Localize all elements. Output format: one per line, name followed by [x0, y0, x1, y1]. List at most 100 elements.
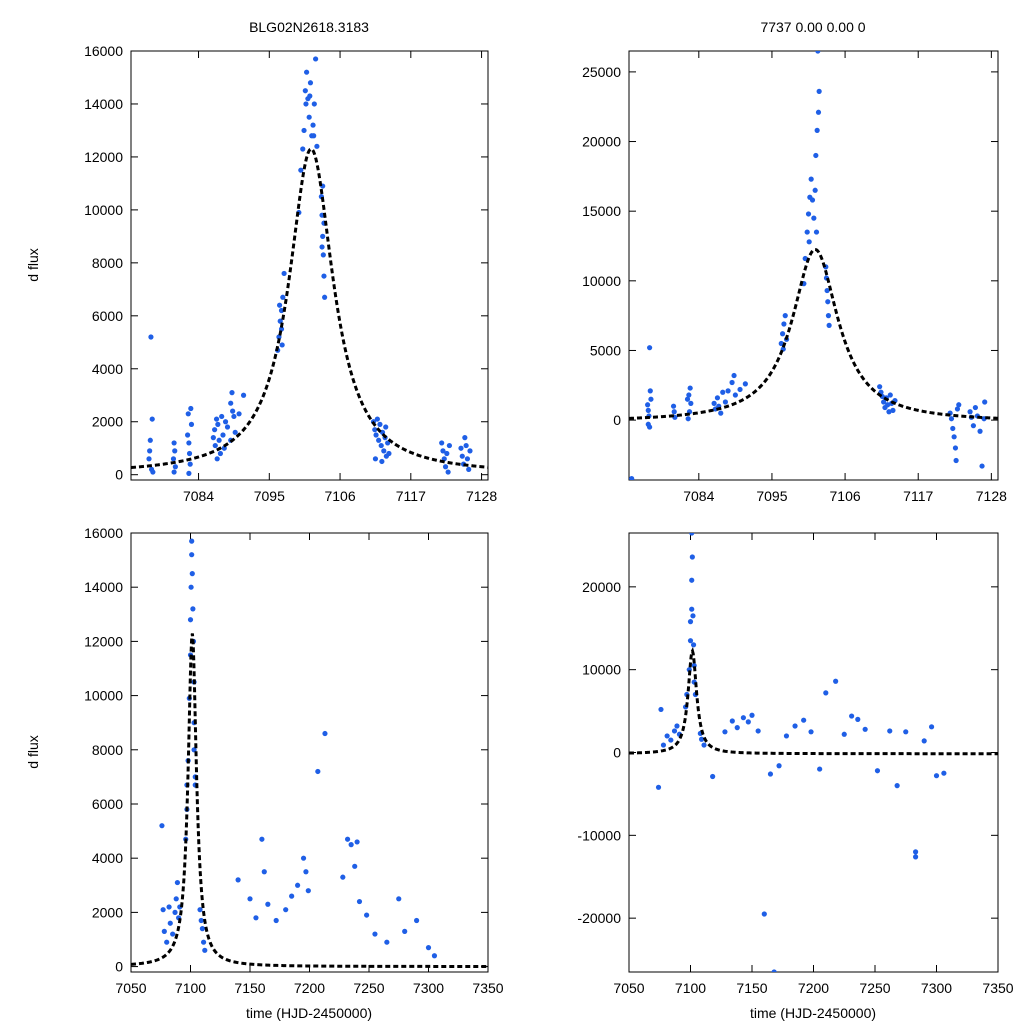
y-tick-label: 16000	[84, 525, 123, 541]
data-point	[171, 469, 177, 475]
data-point	[647, 388, 653, 394]
data-point	[170, 456, 177, 462]
x-tick-label: 7200	[294, 980, 325, 996]
data-point	[711, 400, 717, 406]
data-point	[172, 909, 178, 915]
data-point	[186, 450, 193, 457]
data-point	[146, 456, 152, 462]
data-point	[302, 88, 308, 94]
x-tick-label: 7250	[353, 980, 384, 996]
data-point	[718, 410, 724, 416]
data-point	[160, 907, 166, 913]
data-point	[213, 416, 220, 422]
data-point	[240, 392, 247, 398]
data-point	[833, 678, 839, 684]
data-point	[648, 396, 654, 402]
data-point	[161, 928, 167, 934]
x-tick-label: 7117	[903, 488, 933, 504]
data-point	[199, 926, 205, 932]
data-point	[202, 947, 208, 953]
data-point	[647, 345, 653, 351]
data-point	[445, 469, 451, 475]
data-point	[304, 69, 310, 75]
data-point	[686, 392, 692, 398]
data-point	[276, 334, 282, 340]
data-point	[886, 409, 892, 415]
data-point	[970, 423, 977, 429]
data-point	[956, 402, 962, 408]
data-point	[189, 552, 195, 558]
data-point	[977, 428, 983, 434]
data-point	[231, 413, 237, 420]
data-point	[379, 458, 385, 465]
data-point	[671, 728, 678, 734]
y-tick-label: 10000	[84, 688, 123, 704]
data-point	[386, 450, 392, 457]
data-point	[466, 466, 472, 473]
data-point	[806, 239, 812, 245]
data-point	[755, 728, 761, 734]
data-point	[166, 904, 172, 910]
data-point	[458, 445, 464, 451]
data-point	[172, 448, 178, 454]
data-point	[320, 252, 326, 258]
data-point	[372, 427, 378, 433]
data-point	[402, 928, 408, 934]
data-point	[217, 450, 224, 457]
panel-title-right: 7737 0.00 0.00 0	[760, 19, 865, 35]
data-point	[311, 101, 317, 107]
data-point	[779, 331, 786, 337]
data-point	[808, 176, 814, 182]
data-point	[300, 855, 307, 861]
data-point	[372, 456, 379, 462]
data-point	[185, 411, 191, 417]
data-point	[221, 445, 227, 451]
x-tick-label: 7095	[756, 488, 787, 504]
data-point	[322, 294, 328, 300]
data-point	[732, 392, 738, 398]
data-point	[273, 917, 279, 924]
data-point	[671, 409, 677, 415]
data-point	[894, 783, 900, 789]
data-point	[687, 619, 694, 625]
x-tick-label: 7350	[982, 980, 1013, 996]
data-point	[247, 896, 253, 902]
x-tick-label: 7106	[830, 488, 861, 504]
y-tick-label: 14000	[84, 579, 123, 595]
data-point	[725, 388, 731, 394]
y-axis-title-bottom: d flux	[25, 735, 41, 768]
x-tick-label: 7106	[324, 488, 355, 504]
axes-frame	[628, 50, 999, 481]
data-point	[313, 56, 319, 62]
data-point	[928, 724, 935, 730]
y-tick-label: 10000	[582, 273, 621, 289]
data-point	[729, 379, 735, 386]
data-point	[414, 917, 420, 924]
model-fit-curve	[131, 633, 488, 968]
data-point	[903, 729, 909, 735]
x-tick-label: 7350	[472, 980, 503, 996]
data-point	[877, 384, 883, 390]
data-point	[232, 429, 238, 435]
data-point	[301, 127, 307, 134]
data-point	[442, 464, 449, 470]
data-point	[809, 197, 816, 203]
data-point	[372, 931, 378, 937]
data-point	[188, 421, 195, 427]
data-point	[224, 424, 231, 430]
data-point	[171, 440, 177, 446]
x-tick-label: 7150	[736, 980, 767, 996]
data-point	[887, 392, 893, 398]
data-point	[230, 408, 236, 414]
data-point	[374, 416, 380, 422]
y-axis-title-top: d flux	[25, 248, 41, 281]
data-point	[687, 385, 693, 391]
data-point	[444, 450, 450, 457]
data-point	[815, 109, 822, 115]
plot-area	[131, 56, 488, 476]
data-point	[979, 463, 985, 469]
data-point	[214, 456, 220, 462]
data-point	[190, 606, 196, 612]
y-tick-label: 20000	[582, 134, 621, 150]
y-tick-label: 12000	[84, 149, 123, 165]
